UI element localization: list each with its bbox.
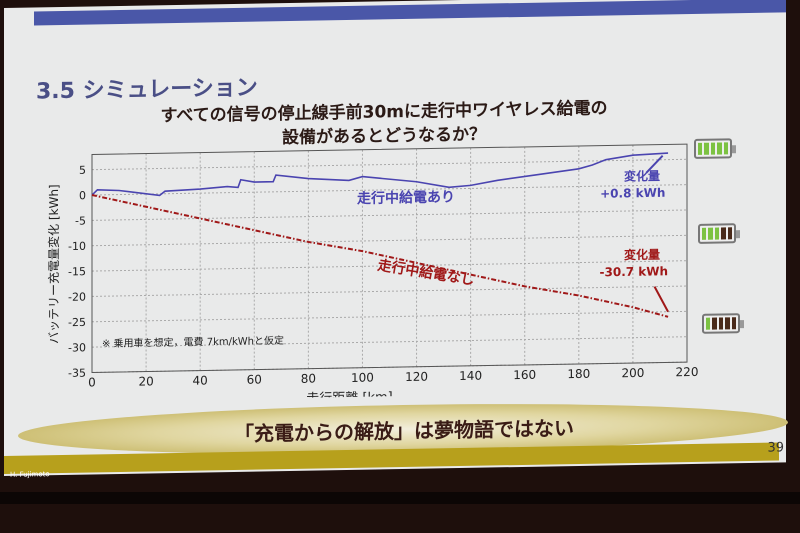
battery-cell (704, 142, 709, 155)
battery-cell (731, 317, 737, 330)
annotation-value-without: -30.7 kWh (600, 264, 669, 279)
slide: 3.5 シミュレーション すべての信号の停止線手前30mに走行中ワイヤレス給電の… (4, 0, 788, 479)
battery-cell (712, 317, 717, 330)
x-tick-label: 60 (247, 372, 262, 386)
y-tick-label: -5 (75, 214, 86, 227)
battery-cell (718, 317, 724, 330)
x-tick-label: 40 (193, 373, 208, 387)
battery-terminal (740, 320, 744, 329)
battery-cell (702, 227, 707, 240)
y-tick-label: -35 (68, 367, 86, 380)
series-lines (91, 152, 669, 318)
grid-line-y (92, 336, 687, 348)
series-line-1 (91, 194, 669, 318)
annotation-value-with: +0.8 kWh (600, 186, 665, 201)
battery-cell (723, 142, 729, 155)
y-tick-label: 0 (79, 189, 86, 202)
battery-cell (706, 317, 711, 330)
grid-line-y (92, 310, 687, 323)
grid-line-y (92, 285, 687, 297)
annotation-label-without: 変化量 (624, 247, 660, 263)
grid-line-y (92, 234, 687, 247)
y-tick-label: -25 (68, 316, 86, 329)
battery-cell (725, 317, 730, 330)
battery-cell (721, 227, 726, 240)
y-tick-label: 5 (79, 164, 86, 177)
series-label-without: 走行中給電なし (376, 257, 475, 289)
battery-icon (698, 223, 740, 244)
slide-header-bar (34, 0, 786, 26)
x-tick-label: 0 (88, 375, 96, 389)
series-label-with: 走行中給電あり (357, 188, 455, 207)
grid-line-y (92, 260, 687, 272)
chart-note: ※ 乗用車を想定，電費 7km/kWhと仮定 (102, 334, 284, 350)
screen-edge (0, 492, 800, 504)
y-tick-label: -15 (68, 265, 86, 278)
x-tick-label: 200 (621, 366, 644, 380)
battery-cell (698, 142, 703, 155)
y-tick-label: -30 (68, 341, 86, 354)
battery-cell (710, 142, 716, 155)
battery-cell (717, 142, 722, 155)
annotation-label-with: 変化量 (624, 168, 660, 184)
arrow-with (645, 154, 664, 174)
x-tick-label: 140 (459, 369, 482, 383)
grid-line-y (92, 209, 687, 221)
x-axis-label: 走行距離 [km] (306, 390, 392, 402)
battery-cell (714, 227, 720, 240)
x-tick-label: 100 (351, 371, 374, 385)
grid-line-y (92, 184, 687, 196)
battery-cell (708, 227, 713, 240)
grid-line-y (92, 158, 687, 171)
battery-cell (727, 227, 733, 240)
ticks: 0 20 40 60 80 100 120 140 160 180 200 220 5 0 -5 -10 -15… (68, 164, 699, 390)
y-axis-label: バッテリー充電量変化 [kWh] (46, 184, 61, 344)
plot-frame (91, 143, 688, 373)
x-tick-label: 180 (567, 367, 590, 381)
arrow-without (653, 286, 669, 313)
x-tick-label: 220 (676, 365, 699, 379)
x-tick-label: 80 (301, 372, 316, 386)
battery-terminal (736, 230, 740, 239)
series-line-0 (91, 152, 669, 197)
chart: 0 20 40 60 80 100 120 140 160 180 200 220 5 0 -5 -10 -15… (46, 143, 699, 402)
battery-icon (702, 313, 744, 334)
page-number: 39 (767, 440, 784, 456)
x-tick-label: 160 (513, 368, 536, 382)
author: H. Fujimoto (10, 470, 50, 479)
x-tick-label: 20 (138, 374, 153, 388)
battery-terminal (732, 145, 736, 154)
battery-icon (694, 138, 736, 159)
x-tick-label: 120 (405, 370, 428, 384)
y-tick-label: -20 (68, 291, 86, 304)
y-tick-label: -10 (68, 240, 86, 253)
